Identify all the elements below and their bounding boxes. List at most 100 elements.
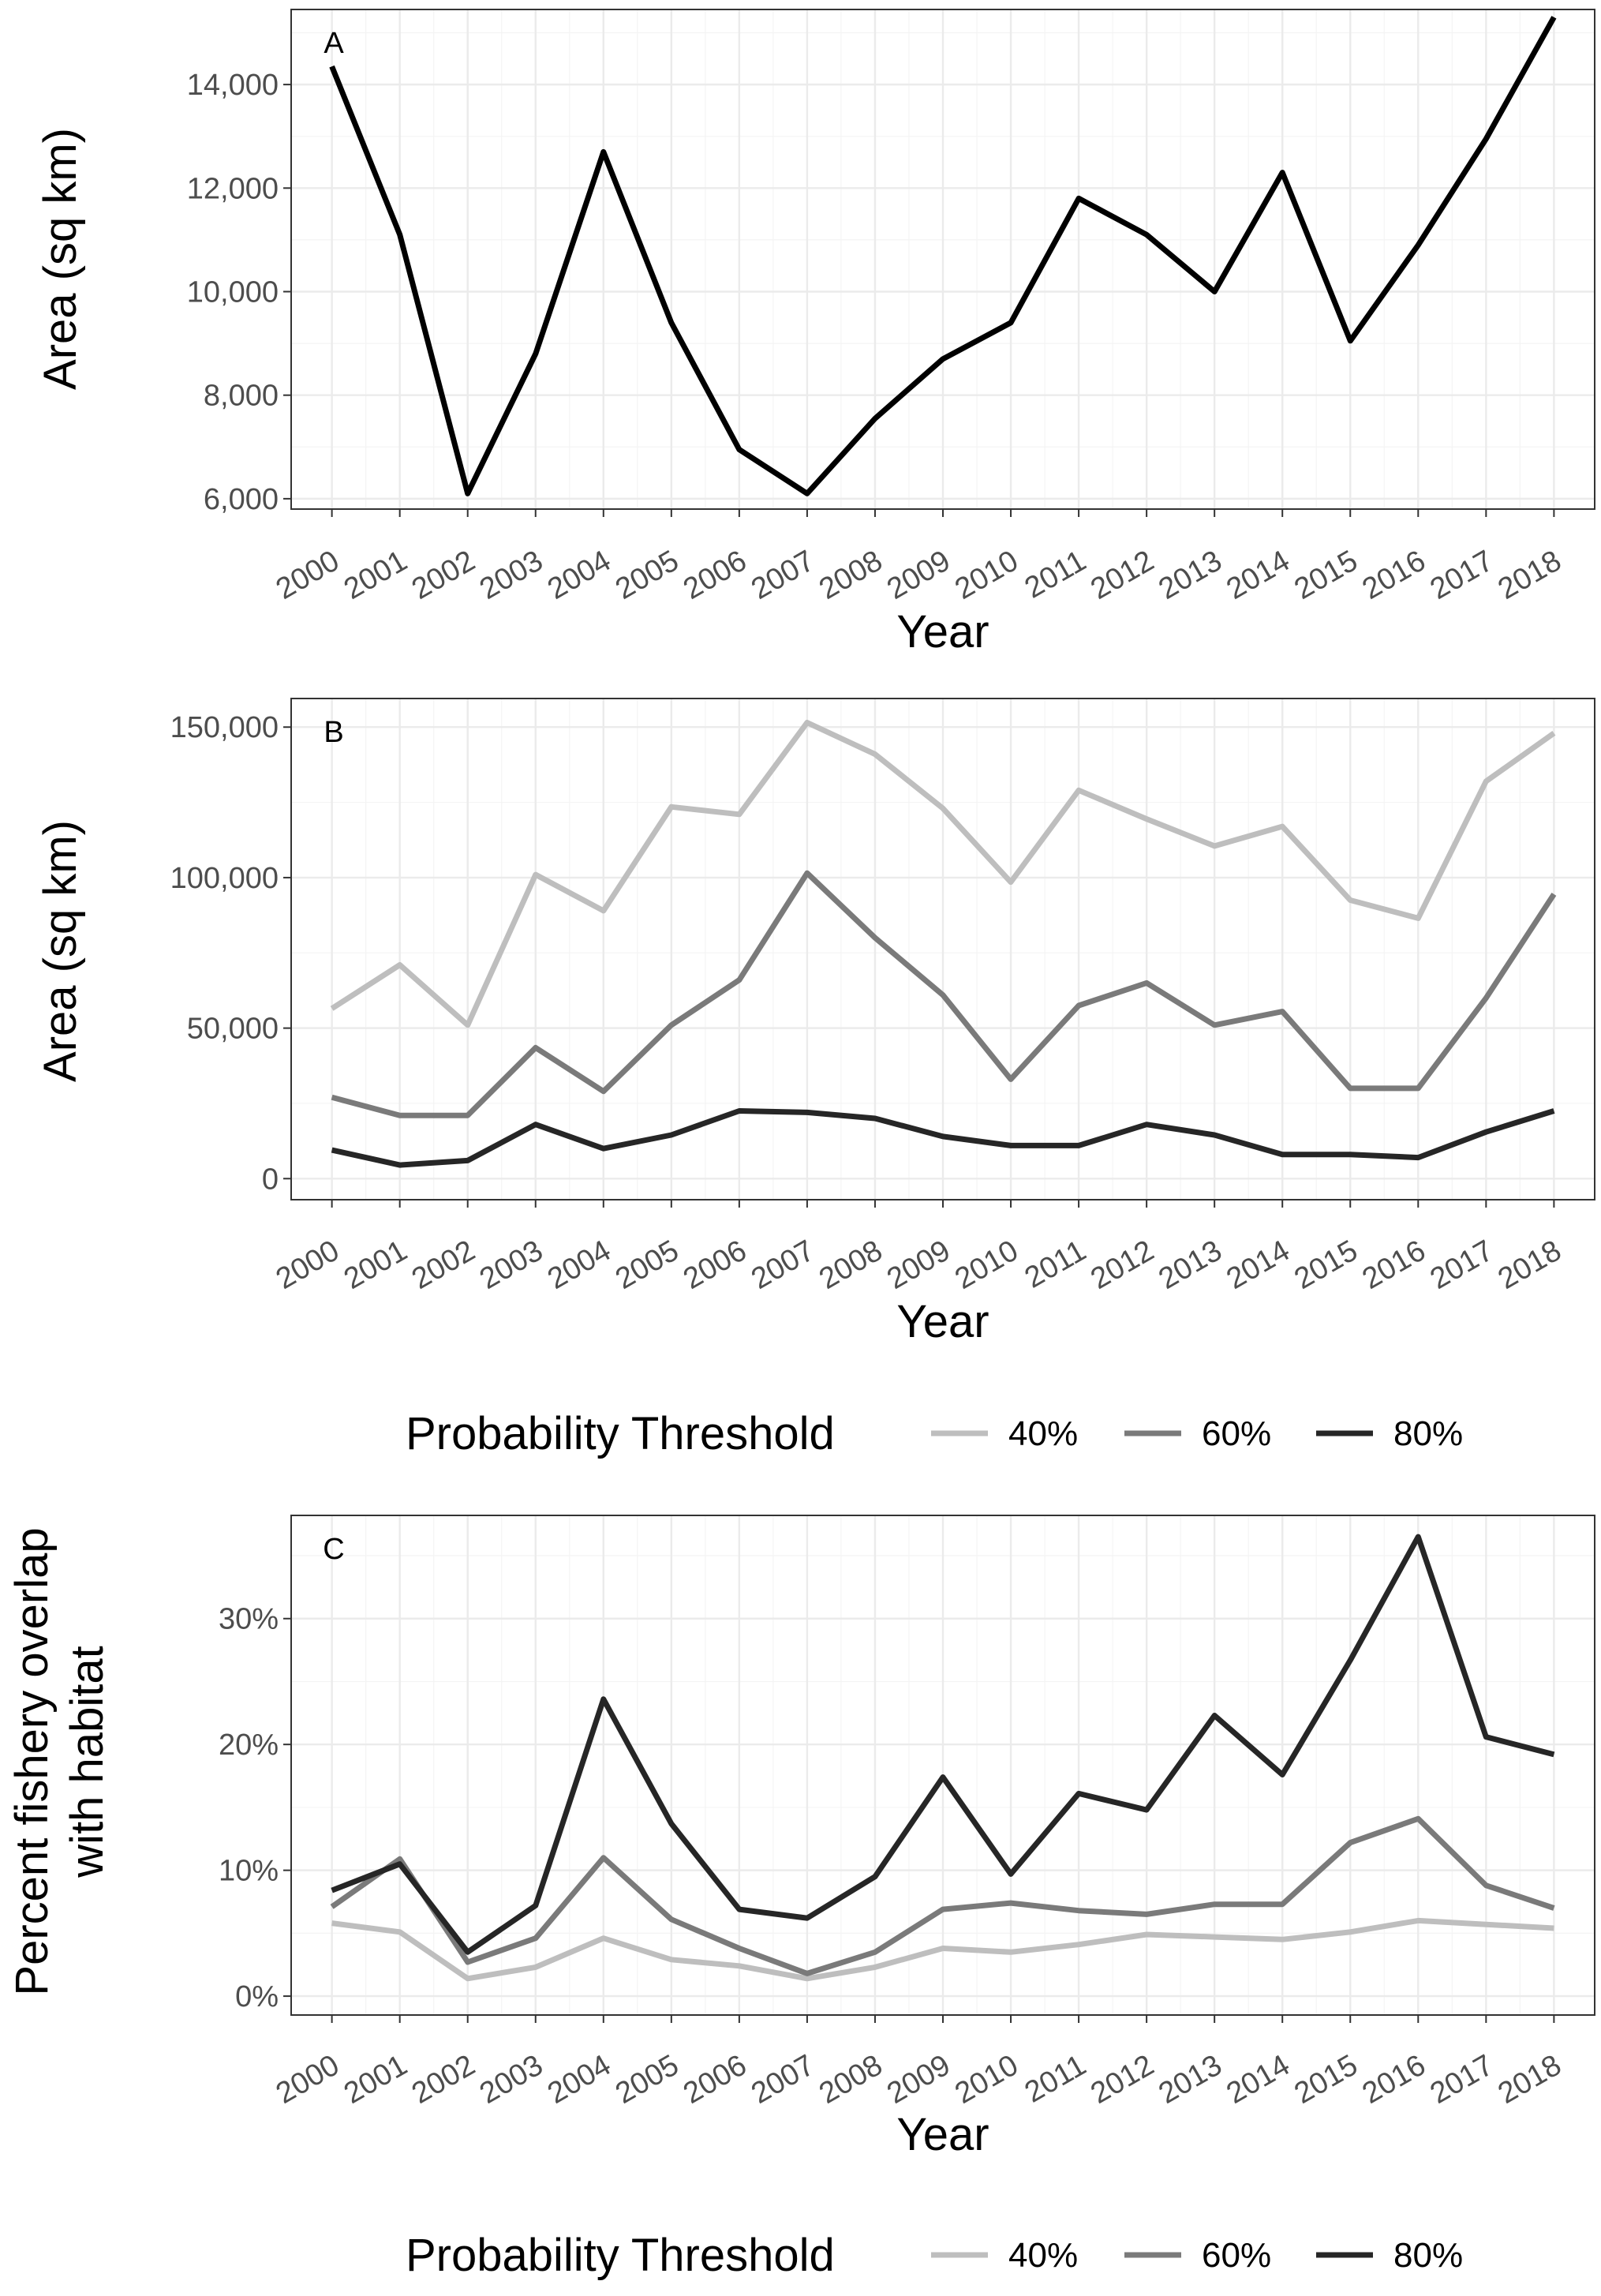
- x-tick-label: 2009: [881, 1234, 956, 1296]
- series-line-80pct: [331, 1108, 1555, 1168]
- x-tick-label: 2001: [339, 1234, 413, 1296]
- x-tick-label: 2010: [949, 1234, 1023, 1296]
- legend: Probability Threshold 40% 60% 80%: [406, 1408, 1463, 1459]
- x-tick-label: 2002: [406, 544, 481, 606]
- y-tick-label: 20%: [219, 1729, 279, 1762]
- x-tick-label: 2006: [678, 2048, 752, 2111]
- x-tick-label: 2007: [746, 1234, 820, 1296]
- panel-B: B050,000100,000150,000200020012002200320…: [35, 698, 1595, 1459]
- x-tick-label: 2005: [610, 2048, 684, 2111]
- x-tick-label: 2018: [1493, 1234, 1567, 1296]
- x-tick-label: 2013: [1153, 2048, 1227, 2111]
- x-tick-label: 2011: [1019, 2048, 1092, 2109]
- y-tick-label: 14,000: [187, 69, 279, 102]
- legend-label-40pct: 40%: [1008, 1414, 1078, 1453]
- x-tick-label: 2013: [1153, 544, 1227, 606]
- series-line-60pct: [331, 870, 1557, 1118]
- x-tick-label: 2005: [610, 1234, 684, 1296]
- series-line-40pct: [330, 720, 1556, 1028]
- x-tick-label: 2015: [1289, 2048, 1363, 2111]
- x-tick-label: 2016: [1357, 1234, 1431, 1296]
- x-tick-label: 2000: [271, 544, 345, 606]
- x-tick-label: 2003: [474, 1234, 548, 1296]
- x-axis-title: Year: [896, 2109, 989, 2160]
- x-tick-label: 2015: [1289, 544, 1363, 606]
- y-axis-title: Area (sq km): [35, 128, 86, 390]
- y-tick-label: 100,000: [170, 862, 279, 895]
- x-tick-label: 2000: [271, 1234, 345, 1296]
- y-tick-label: 10,000: [187, 275, 279, 309]
- x-tick-label: 2007: [746, 2048, 820, 2111]
- x-tick-label: 2012: [1085, 544, 1159, 606]
- x-tick-label: 2009: [881, 544, 956, 606]
- legend-label-80pct: 80%: [1393, 1414, 1463, 1453]
- x-tick-label: 2004: [542, 544, 616, 606]
- x-tick-label: 2010: [949, 2048, 1023, 2111]
- x-tick-label: 2012: [1085, 2048, 1159, 2111]
- x-tick-label: 2001: [339, 544, 413, 606]
- x-tick-label: 2008: [814, 1234, 888, 1296]
- x-tick-label: 2016: [1357, 544, 1431, 606]
- legend: Probability Threshold 40% 60% 80%: [406, 2230, 1463, 2281]
- x-tick-label: 2014: [1221, 2048, 1295, 2111]
- panel-label: B: [324, 716, 343, 749]
- x-tick-label: 2011: [1019, 1234, 1092, 1294]
- x-tick-label: 2008: [814, 2048, 888, 2111]
- x-axis-title: Year: [896, 1296, 989, 1347]
- y-tick-label: 0: [262, 1163, 279, 1196]
- x-tick-label: 2006: [678, 544, 752, 606]
- y-tick-label: 8,000: [204, 380, 279, 413]
- y-tick-label: 6,000: [204, 483, 279, 516]
- panel-label: A: [324, 27, 344, 60]
- x-tick-label: 2014: [1221, 544, 1295, 606]
- x-tick-label: 2004: [542, 2048, 616, 2111]
- panel-label: C: [323, 1533, 344, 1566]
- legend-label-60pct: 60%: [1202, 1414, 1271, 1453]
- x-tick-label: 2015: [1289, 1234, 1363, 1296]
- panel-A: A6,0008,00010,00012,00014,00020002001200…: [35, 9, 1595, 657]
- x-tick-label: 2016: [1357, 2048, 1431, 2111]
- legend-title: Probability Threshold: [406, 2230, 835, 2281]
- y-tick-label: 0%: [235, 1980, 279, 2013]
- x-tick-label: 2012: [1085, 1234, 1159, 1296]
- x-tick-label: 2017: [1425, 1234, 1499, 1296]
- x-tick-label: 2011: [1019, 544, 1092, 605]
- x-tick-label: 2010: [949, 544, 1023, 606]
- panel-C: C 0% 10% 20% 30% 2000200120022003200420052006…: [6, 1515, 1595, 2281]
- x-tick-label: 2017: [1425, 2048, 1499, 2111]
- legend-label-80pct: 80%: [1393, 2236, 1463, 2275]
- x-tick-label: 2006: [678, 1234, 752, 1296]
- x-tick-label: 2000: [271, 2048, 345, 2111]
- legend-label-40pct: 40%: [1008, 2236, 1078, 2275]
- x-tick-label: 2009: [881, 2048, 956, 2111]
- x-tick-label: 2002: [406, 2048, 481, 2111]
- y-tick-label: 12,000: [187, 172, 279, 205]
- y-axis-title: with habitat: [62, 1646, 113, 1878]
- series-line-single: [329, 16, 1557, 496]
- x-tick-label: 2014: [1221, 1234, 1295, 1296]
- x-tick-label: 2018: [1493, 544, 1567, 606]
- y-tick-label: 30%: [219, 1603, 279, 1636]
- x-tick-label: 2003: [474, 2048, 548, 2111]
- x-tick-label: 2013: [1153, 1234, 1227, 1296]
- x-tick-label: 2002: [406, 1234, 481, 1296]
- x-tick-label: 2008: [814, 544, 888, 606]
- x-tick-label: 2004: [542, 1234, 616, 1296]
- x-axis-title: Year: [896, 606, 989, 657]
- y-tick-label: 150,000: [170, 711, 279, 744]
- series-line-40pct: [331, 1917, 1554, 1982]
- y-tick-label: 10%: [219, 1855, 279, 1888]
- legend-title: Probability Threshold: [406, 1408, 835, 1459]
- series-line-80pct: [331, 1534, 1555, 1955]
- y-tick-label: 50,000: [187, 1013, 279, 1046]
- x-tick-label: 2018: [1493, 2048, 1567, 2111]
- y-axis-title: Area (sq km): [35, 820, 86, 1082]
- x-tick-label: 2003: [474, 544, 548, 606]
- x-tick-label: 2001: [339, 2048, 413, 2111]
- x-tick-label: 2017: [1425, 544, 1499, 606]
- series-line-60pct: [330, 1815, 1555, 1976]
- x-tick-label: 2005: [610, 544, 684, 606]
- x-tick-label: 2007: [746, 544, 820, 606]
- y-axis-title: Percent fishery overlap: [6, 1527, 58, 1995]
